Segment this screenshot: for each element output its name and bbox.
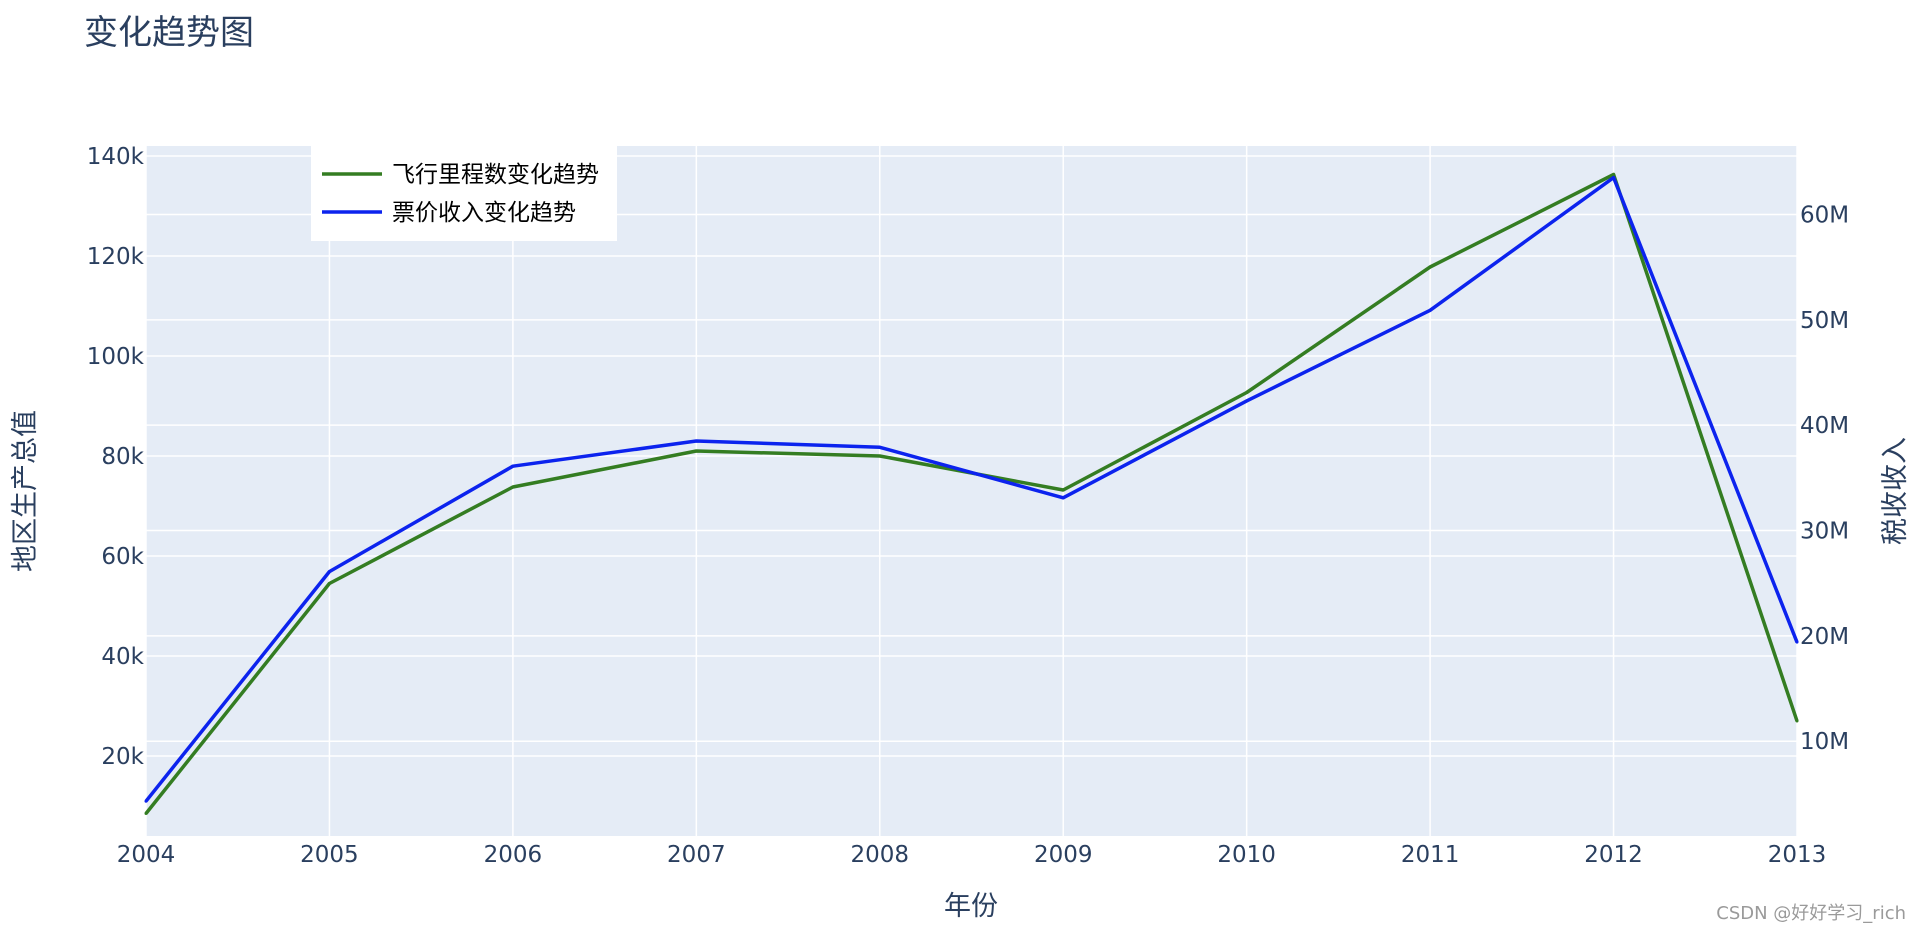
data-point bbox=[511, 485, 515, 489]
data-point bbox=[878, 445, 882, 449]
data-point bbox=[1612, 173, 1616, 176]
data-point bbox=[694, 449, 698, 453]
legend-background bbox=[311, 146, 617, 241]
y-tick-label: 100k bbox=[87, 344, 145, 370]
data-point bbox=[878, 454, 882, 458]
x-axis-title: 年份 bbox=[944, 891, 998, 922]
x-tick-label: 2012 bbox=[1584, 842, 1643, 868]
data-point bbox=[1612, 176, 1616, 180]
x-tick-label: 2004 bbox=[117, 842, 176, 868]
y-axis-title: 地区生产总值 bbox=[10, 410, 41, 572]
data-point bbox=[144, 799, 148, 803]
data-point bbox=[1428, 265, 1432, 269]
data-point bbox=[511, 464, 515, 468]
data-point bbox=[1245, 399, 1249, 403]
y-axis-ticks: 20k 40k 60k 80k 100k 120k 140k bbox=[87, 144, 145, 770]
x-tick-label: 2005 bbox=[300, 842, 359, 868]
data-point bbox=[1428, 308, 1432, 312]
y-tick-label: 20k bbox=[101, 744, 144, 770]
x-tick-label: 2013 bbox=[1768, 842, 1827, 868]
x-tick-label: 2008 bbox=[851, 842, 910, 868]
data-point bbox=[1061, 488, 1065, 492]
x-tick-label: 2009 bbox=[1034, 842, 1093, 868]
legend-item-label[interactable]: 飞行里程数变化趋势 bbox=[392, 162, 599, 188]
x-tick-label: 2007 bbox=[667, 842, 726, 868]
y-tick-label: 60k bbox=[101, 544, 144, 570]
y2-tick-label: 60M bbox=[1800, 202, 1849, 228]
series-line-2 bbox=[144, 175, 1799, 803]
x-tick-label: 2006 bbox=[484, 842, 543, 868]
x-axis-ticks: 2004 2005 2006 2007 2008 2009 2010 2011 2012 2013 bbox=[117, 842, 1827, 868]
data-point bbox=[144, 812, 148, 815]
legend-item-label[interactable]: 票价收入变化趋势 bbox=[392, 200, 576, 226]
y-tick-label: 80k bbox=[101, 444, 144, 470]
data-point bbox=[1795, 719, 1799, 723]
y2-tick-label: 10M bbox=[1800, 729, 1849, 755]
series-lines bbox=[144, 172, 1799, 815]
y2-axis-title: 税收收入 bbox=[1880, 437, 1911, 545]
y2-tick-label: 30M bbox=[1800, 519, 1849, 545]
data-point bbox=[694, 439, 698, 443]
y-tick-label: 140k bbox=[87, 144, 145, 170]
watermark: CSDN @好好学习_rich bbox=[1716, 903, 1906, 924]
y2-tick-label: 50M bbox=[1800, 308, 1849, 334]
data-point bbox=[1795, 640, 1799, 644]
y-tick-label: 40k bbox=[101, 644, 144, 670]
y-tick-label: 120k bbox=[87, 244, 145, 270]
plot-area bbox=[146, 146, 1797, 836]
chart-title: 变化趋势图 bbox=[84, 13, 254, 53]
x-tick-label: 2011 bbox=[1401, 842, 1460, 868]
y2-tick-label: 40M bbox=[1800, 413, 1849, 439]
data-point bbox=[1061, 496, 1065, 500]
data-point bbox=[327, 570, 331, 574]
data-point bbox=[1245, 391, 1249, 394]
x-tick-label: 2010 bbox=[1217, 842, 1276, 868]
y2-axis-ticks: 10M 20M 30M 40M 50M 60M bbox=[1800, 202, 1849, 755]
grid bbox=[145, 146, 1798, 836]
y2-tick-label: 20M bbox=[1800, 624, 1849, 650]
data-point bbox=[327, 582, 331, 585]
